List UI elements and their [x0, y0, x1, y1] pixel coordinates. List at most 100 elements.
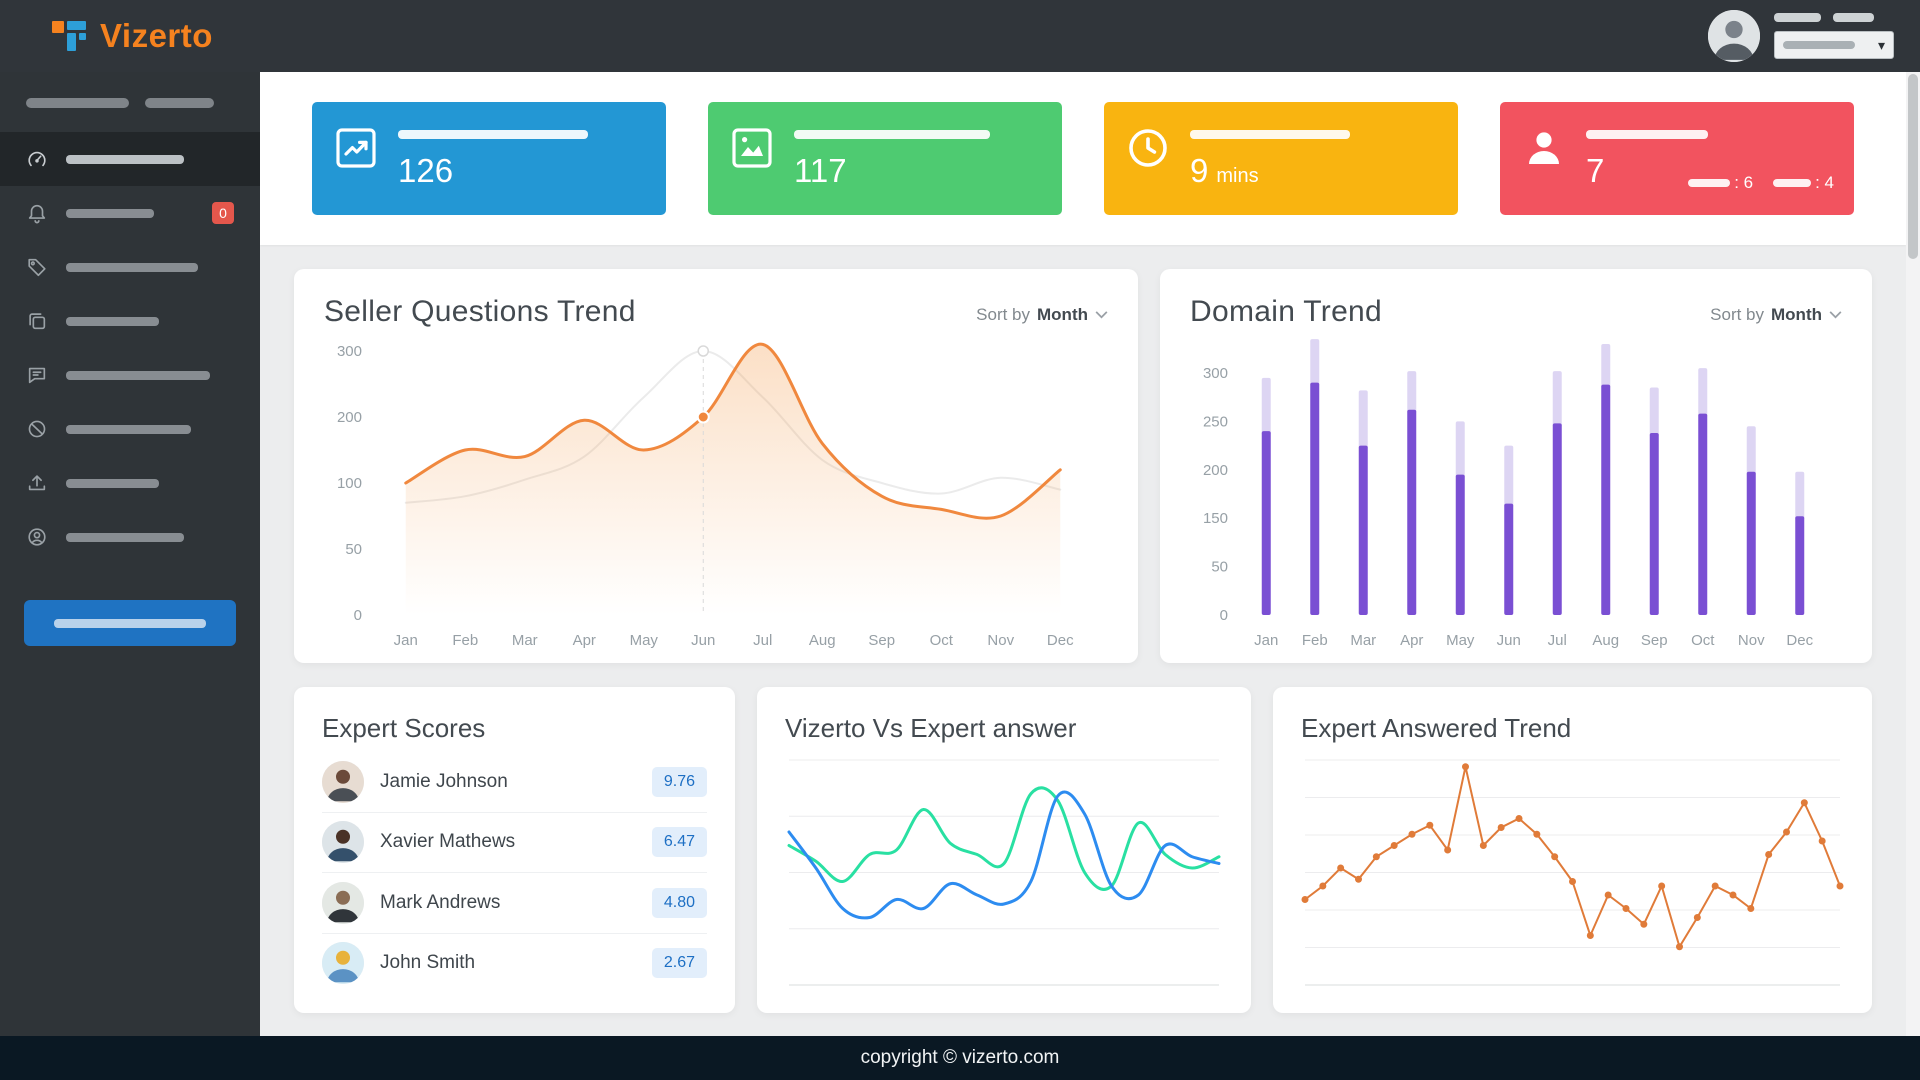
svg-text:250: 250 — [1203, 413, 1228, 430]
stat-extra: : 6 — [1688, 173, 1753, 193]
sidebar-item-messages[interactable] — [0, 348, 260, 402]
svg-text:May: May — [1446, 632, 1475, 649]
user-dropdown[interactable]: ▾ — [1774, 31, 1894, 59]
trend-chart-icon — [332, 124, 380, 172]
image-chart-icon — [728, 124, 776, 172]
dashboard-gauge-icon — [26, 148, 48, 170]
card-header: Seller Questions Trend Sort by Month — [324, 295, 1108, 329]
redacted-bar — [1190, 130, 1350, 139]
copy-icon — [26, 310, 48, 332]
svg-text:May: May — [630, 632, 659, 649]
upload-icon — [26, 472, 48, 494]
stat-value: 126 — [398, 152, 454, 189]
stat-extras: : 6 : 4 — [1688, 173, 1834, 193]
stat-card-answers: 117 — [708, 102, 1062, 215]
stat-body: 126 — [398, 122, 588, 187]
avatar — [322, 881, 364, 924]
svg-text:Mar: Mar — [512, 632, 538, 649]
user-name-redacted — [1774, 13, 1894, 22]
brand[interactable]: Vizerto — [52, 17, 213, 55]
redacted-bar — [145, 98, 214, 108]
svg-text:Jan: Jan — [1254, 632, 1278, 649]
redacted-bar — [66, 208, 154, 218]
sidebar-item-documents[interactable] — [0, 294, 260, 348]
expert-name: Xavier Mathews — [380, 831, 516, 853]
sidebar-primary-button[interactable] — [24, 600, 236, 646]
sidebar-item-tags[interactable] — [0, 240, 260, 294]
scrollbar-thumb[interactable] — [1908, 74, 1918, 259]
score-badge: 9.76 — [651, 766, 707, 797]
svg-text:200: 200 — [1203, 462, 1228, 479]
page-body: 0 — [0, 72, 1920, 1036]
stat-value: 117 — [794, 152, 847, 189]
user-meta: ▾ — [1774, 13, 1894, 59]
card-title: Seller Questions Trend — [324, 295, 636, 328]
redacted-bar — [66, 154, 184, 164]
avatar — [322, 942, 364, 985]
redacted-bar — [1833, 13, 1874, 22]
sidebar-item-upload[interactable] — [0, 456, 260, 510]
stat-card-questions: 126 — [312, 102, 666, 215]
expert-scores-card: Expert Scores Jamie Johnson 9.76 Xavier … — [294, 687, 735, 1013]
svg-text:150: 150 — [1203, 510, 1228, 527]
stat-extra: : 4 — [1773, 173, 1834, 193]
svg-text:Jul: Jul — [753, 632, 772, 649]
list-item: John Smith 2.67 — [322, 934, 707, 994]
stats-strip: 126 117 9 mins — [260, 72, 1906, 245]
redacted-bar — [1773, 179, 1812, 187]
stat-body: 9 mins — [1190, 122, 1350, 187]
svg-text:Apr: Apr — [573, 632, 596, 649]
svg-text:Sep: Sep — [1641, 632, 1668, 649]
score-badge: 4.80 — [651, 887, 707, 918]
tag-icon — [26, 256, 48, 278]
sidebar-item-profile[interactable] — [0, 510, 260, 564]
redacted-bar — [1586, 130, 1708, 139]
bell-icon — [26, 202, 48, 224]
chat-icon — [26, 364, 48, 386]
svg-text:Dec: Dec — [1786, 632, 1813, 649]
svg-text:Apr: Apr — [1400, 632, 1423, 649]
sort-value: Month — [1037, 305, 1088, 324]
svg-text:300: 300 — [1203, 365, 1228, 382]
redacted-bar — [66, 424, 191, 434]
expert-name: John Smith — [380, 952, 476, 974]
sidebar-item-dashboard[interactable] — [0, 132, 260, 186]
svg-text:Jun: Jun — [1497, 632, 1521, 649]
stat-value: 7 — [1586, 152, 1605, 189]
redacted-bar — [1783, 41, 1855, 49]
sort-by-dropdown[interactable]: Sort by Month — [1710, 305, 1842, 325]
vizerto-vs-expert-card: Vizerto Vs Expert answer — [757, 687, 1251, 1013]
list-item: Jamie Johnson 9.76 — [322, 752, 707, 813]
redacted-bar — [398, 130, 588, 139]
svg-text:Oct: Oct — [930, 632, 954, 649]
sort-by-dropdown[interactable]: Sort by Month — [976, 305, 1108, 325]
expert-name: Mark Andrews — [380, 891, 501, 913]
svg-text:Sep: Sep — [868, 632, 895, 649]
svg-text:Oct: Oct — [1691, 632, 1715, 649]
avatar — [322, 821, 364, 864]
brand-name: Vizerto — [100, 17, 213, 54]
svg-text:Nov: Nov — [987, 632, 1014, 649]
svg-text:50: 50 — [1211, 559, 1228, 576]
redacted-bar — [66, 370, 210, 380]
svg-text:Aug: Aug — [809, 632, 836, 649]
expert-answered-chart — [1301, 752, 1844, 993]
card-title: Expert Answered Trend — [1301, 713, 1572, 743]
score-badge: 6.47 — [651, 827, 707, 858]
sidebar-item-notifications[interactable]: 0 — [0, 186, 260, 240]
vertical-scrollbar — [1906, 72, 1920, 1036]
seller-questions-chart: 0 50 100 200 300 Jan Feb Mar Apr May Jun Jul Aug Sep O… — [324, 337, 1108, 655]
card-title: Vizerto Vs Expert answer — [785, 713, 1077, 743]
redacted-bar — [1774, 13, 1821, 22]
redacted-bar — [794, 130, 990, 139]
redacted-bar — [26, 98, 129, 108]
redacted-bar — [66, 532, 184, 542]
svg-text:100: 100 — [337, 475, 362, 492]
sidebar-item-blocked[interactable] — [0, 402, 260, 456]
user-circle-icon — [26, 526, 48, 548]
user-avatar[interactable] — [1708, 10, 1760, 62]
score-badge: 2.67 — [651, 948, 707, 979]
charts-row: Seller Questions Trend Sort by Month 0 50… — [260, 269, 1906, 663]
svg-text:200: 200 — [337, 409, 362, 426]
